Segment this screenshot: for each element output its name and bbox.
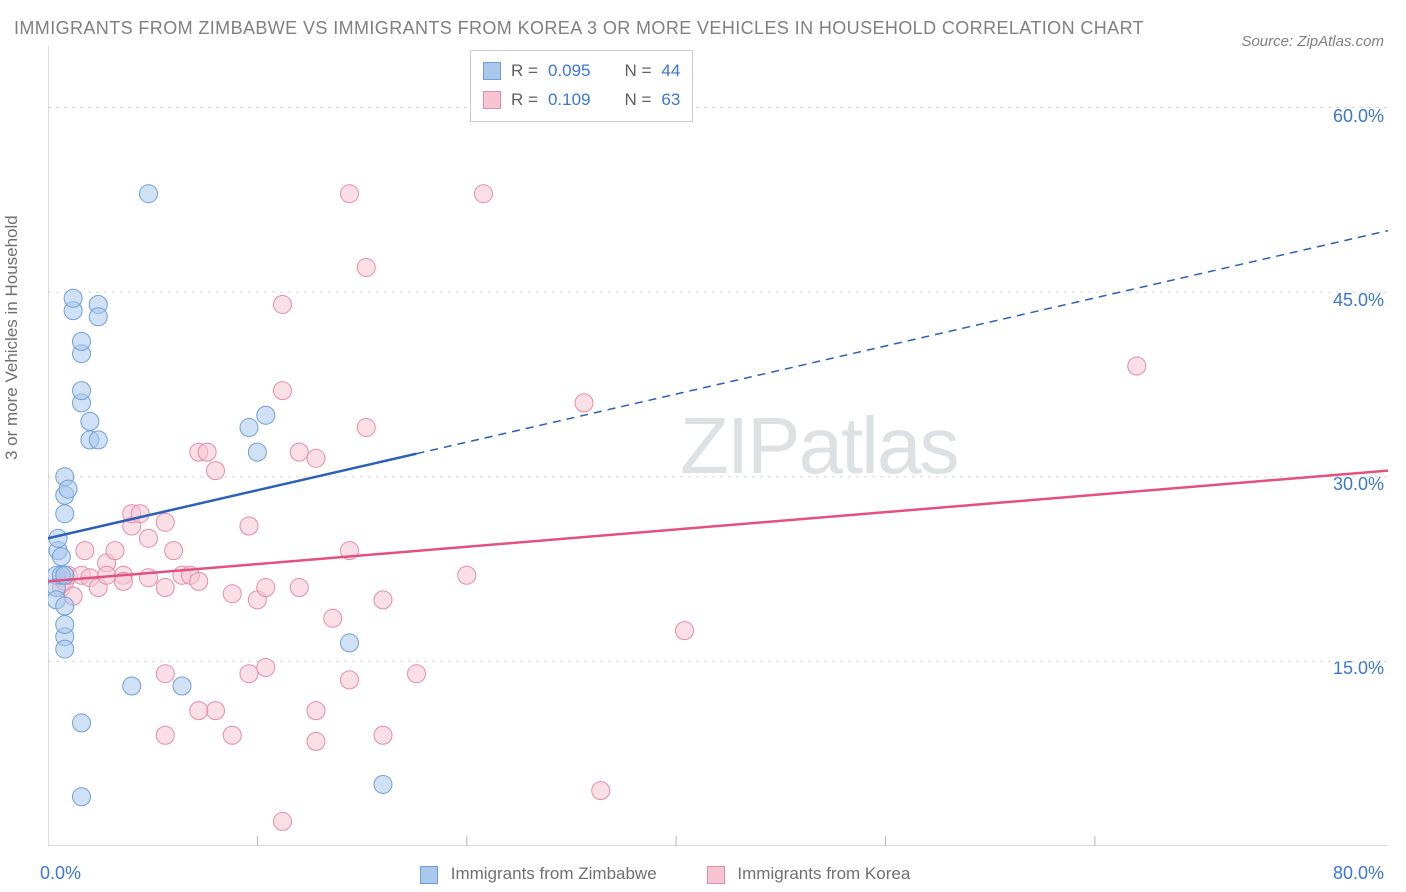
stats-N-label: N = bbox=[624, 86, 651, 115]
legend-label-1: Immigrants from Zimbabwe bbox=[451, 864, 657, 883]
stats-N1: 44 bbox=[661, 57, 680, 86]
stats-R2: 0.109 bbox=[548, 86, 591, 115]
plot-area bbox=[48, 46, 1388, 846]
legend-item-1: Immigrants from Zimbabwe bbox=[420, 864, 657, 884]
stats-R1: 0.095 bbox=[548, 57, 591, 86]
chart-title: IMMIGRANTS FROM ZIMBABWE VS IMMIGRANTS F… bbox=[14, 18, 1144, 39]
y-axis-label: 3 or more Vehicles in Household bbox=[2, 215, 22, 460]
series1-swatch-icon bbox=[420, 866, 438, 884]
stats-row-2: R = 0.109 N = 63 bbox=[483, 86, 680, 115]
stats-R-label: R = bbox=[511, 86, 538, 115]
series2-swatch-icon bbox=[707, 866, 725, 884]
series1-swatch-icon bbox=[483, 62, 501, 80]
stats-R-label: R = bbox=[511, 57, 538, 86]
stats-row-1: R = 0.095 N = 44 bbox=[483, 57, 680, 86]
bottom-legend: Immigrants from Zimbabwe Immigrants from… bbox=[420, 864, 910, 884]
stats-N2: 63 bbox=[661, 86, 680, 115]
legend-label-2: Immigrants from Korea bbox=[737, 864, 910, 883]
stats-legend-box: R = 0.095 N = 44 R = 0.109 N = 63 bbox=[470, 50, 693, 122]
legend-item-2: Immigrants from Korea bbox=[707, 864, 911, 884]
stats-N-label: N = bbox=[624, 57, 651, 86]
chart-container: IMMIGRANTS FROM ZIMBABWE VS IMMIGRANTS F… bbox=[0, 0, 1406, 892]
x-axis-max: 80.0% bbox=[1333, 863, 1384, 884]
scatter-plot-svg bbox=[48, 46, 1388, 846]
series2-swatch-icon bbox=[483, 91, 501, 109]
x-axis-min: 0.0% bbox=[40, 863, 81, 884]
